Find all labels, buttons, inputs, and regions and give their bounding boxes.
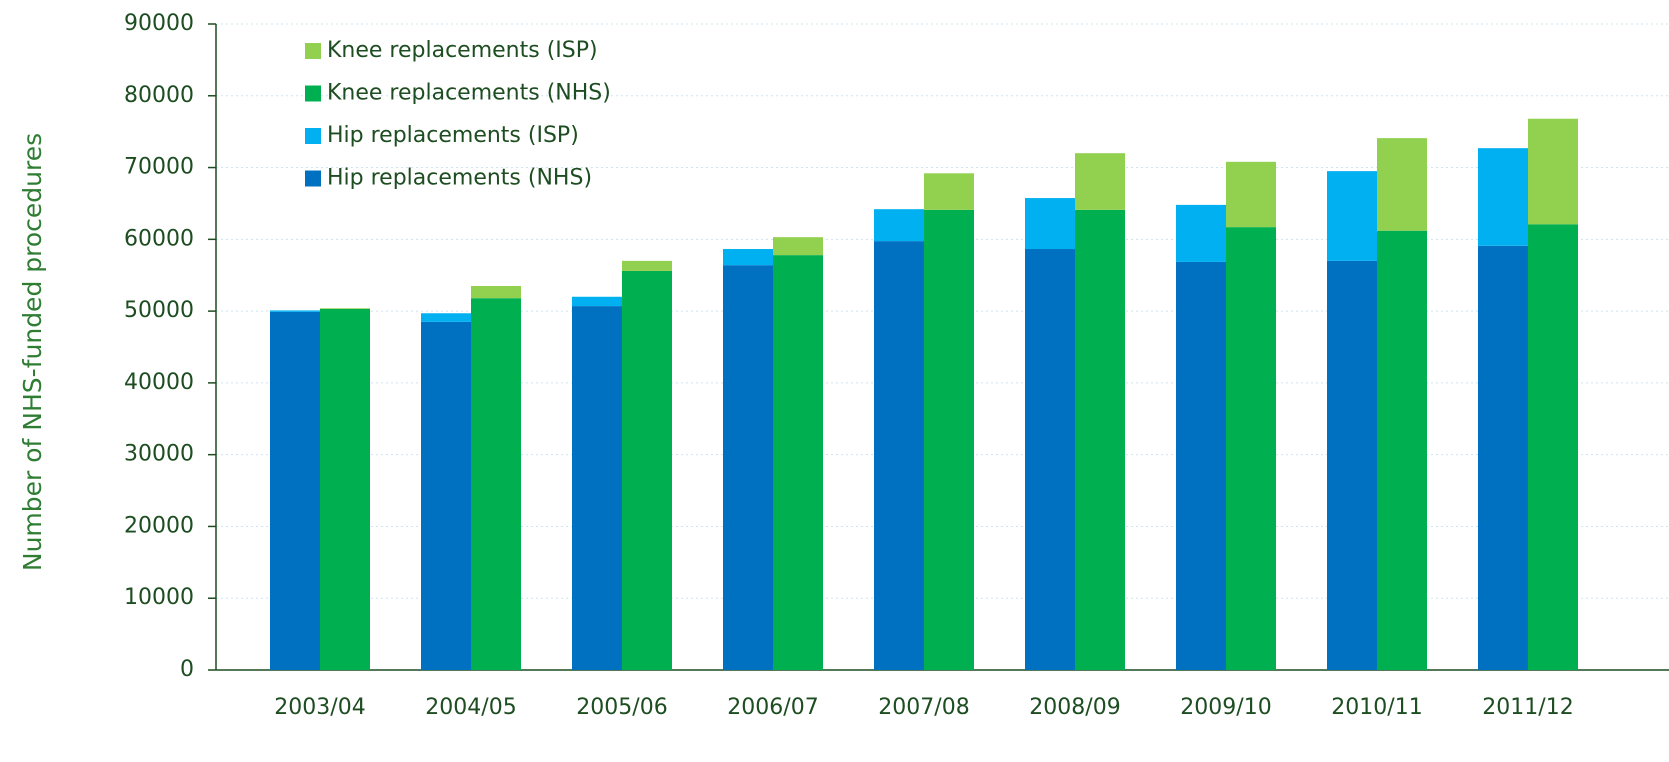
bar-segment: [421, 321, 471, 670]
x-tick-label: 2004/05: [425, 695, 516, 720]
bar-segment: [924, 173, 974, 210]
bar-segment: [471, 298, 521, 670]
y-axis-label: Number of NHS-funded procedures: [18, 133, 47, 571]
bar-segment: [1528, 118, 1578, 225]
legend-label: Hip replacements (ISP): [327, 123, 579, 148]
x-tick-label: 2007/08: [878, 695, 969, 720]
bar-segment: [1478, 148, 1528, 246]
bar-segment: [270, 311, 320, 670]
bar-segment: [622, 270, 672, 670]
y-tick-label: 90000: [124, 11, 194, 36]
y-tick-label: 50000: [124, 298, 194, 323]
bar-segment: [723, 265, 773, 670]
bar-segment: [1377, 230, 1427, 670]
legend-swatch: [305, 85, 321, 102]
y-tick-label: 80000: [124, 83, 194, 108]
bar-segment: [1327, 171, 1377, 261]
bar-segment: [773, 255, 823, 670]
x-tick-label: 2006/07: [727, 695, 818, 720]
bar-segment: [1226, 227, 1276, 670]
bar-segment: [572, 306, 622, 670]
bar-segment: [320, 308, 370, 309]
bar-segment: [1327, 260, 1377, 670]
y-tick-label: 10000: [124, 585, 194, 610]
y-tick-label: 30000: [124, 442, 194, 467]
legend-swatch: [305, 43, 321, 59]
bar-segment: [471, 285, 521, 299]
bar-segment: [874, 209, 924, 242]
bar-segment: [1075, 209, 1125, 670]
y-tick-label: 70000: [124, 155, 194, 180]
legend-swatch: [305, 170, 321, 187]
bar-segment: [572, 296, 622, 307]
legend-label: Knee replacements (ISP): [327, 38, 598, 63]
bar-segment: [924, 209, 974, 670]
x-tick-label: 2003/04: [274, 695, 365, 720]
bar-segment: [1176, 261, 1226, 670]
bar-segment: [270, 310, 320, 312]
legend-label: Knee replacements (NHS): [327, 81, 611, 106]
y-tick-label: 20000: [124, 513, 194, 538]
bar-segment: [1025, 249, 1075, 671]
x-tick-label: 2011/12: [1482, 695, 1573, 720]
legend-label: Hip replacements (NHS): [327, 166, 592, 191]
bar-segment: [1226, 161, 1276, 228]
y-tick-label: 40000: [124, 370, 194, 395]
bar-segment: [1377, 138, 1427, 231]
bar-segment: [622, 260, 672, 271]
bar-segment: [1478, 245, 1528, 670]
x-tick-label: 2009/10: [1180, 695, 1271, 720]
bar-segment: [1176, 204, 1226, 262]
bar-segment: [773, 237, 823, 256]
y-tick-label: 0: [180, 657, 194, 682]
bar-segment: [1075, 153, 1125, 210]
bar-segment: [1528, 224, 1578, 670]
bar-segment: [320, 308, 370, 670]
x-tick-label: 2008/09: [1029, 695, 1120, 720]
bar-segment: [1025, 198, 1075, 250]
legend-swatch: [305, 128, 321, 144]
bar-segment: [723, 249, 773, 266]
x-tick-label: 2010/11: [1331, 695, 1422, 720]
bar-segment: [421, 313, 471, 322]
bar-segment: [874, 241, 924, 670]
x-tick-label: 2005/06: [576, 695, 667, 720]
y-tick-label: 60000: [124, 226, 194, 251]
